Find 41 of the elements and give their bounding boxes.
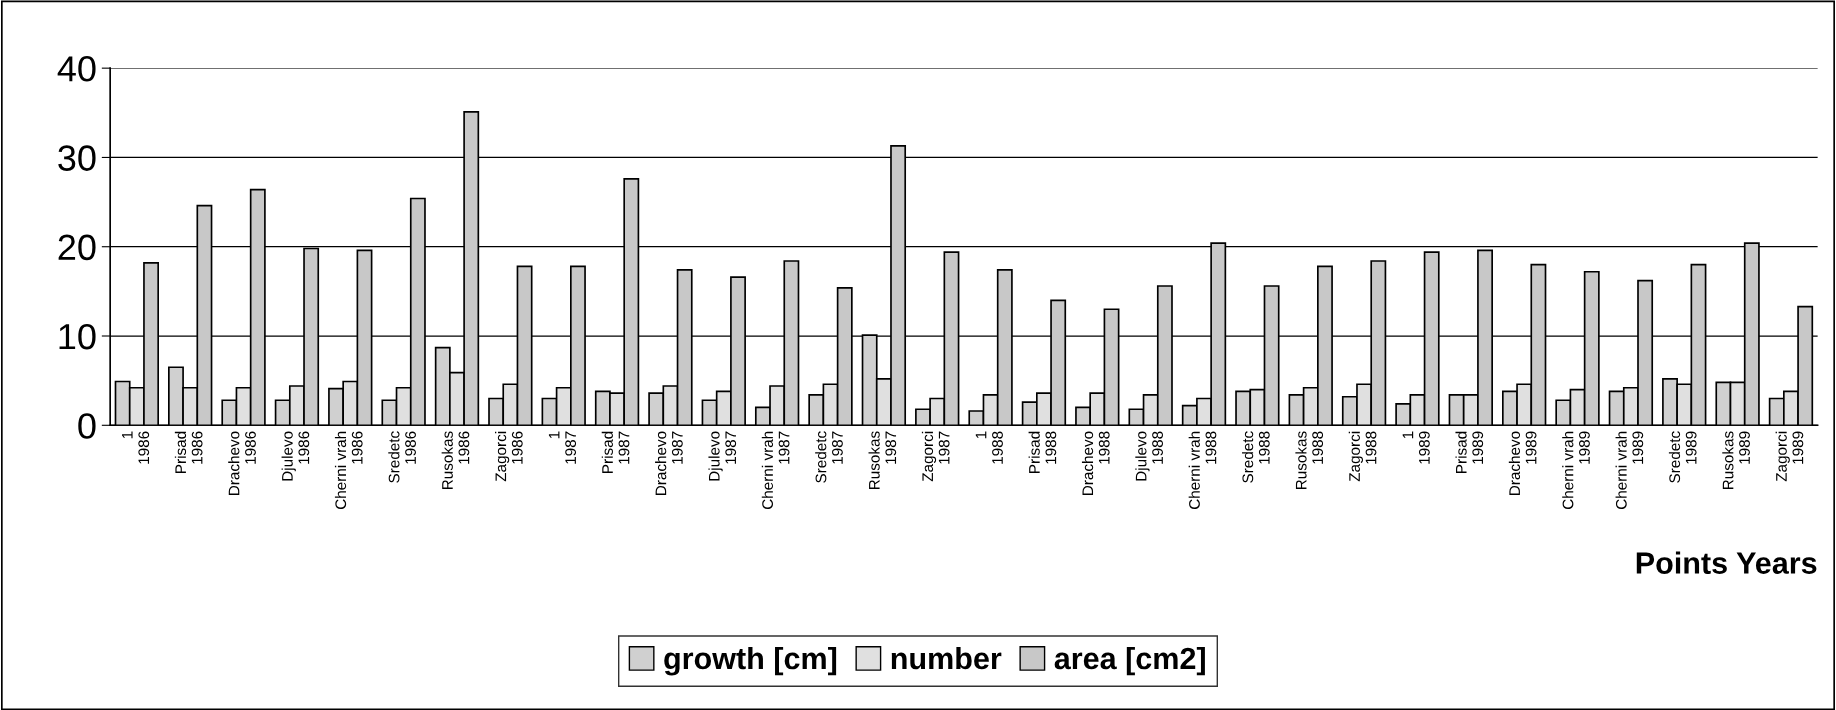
x-tick-label: Drachevo 1986	[228, 431, 256, 495]
x-tick-label: Djulevo 1988	[1135, 431, 1163, 481]
legend-label: area [cm2]	[1054, 646, 1205, 676]
x-tick-label: Prisad 1989	[1455, 431, 1484, 473]
x-tick-label: Cherni vrah 1989	[1562, 431, 1590, 510]
x-tick-label: Cherni vrah 1987	[761, 431, 790, 510]
y-tick-label: 40	[57, 56, 96, 82]
x-tick-label: Rusokas 1988	[1295, 431, 1324, 490]
x-tick-label: Zagorci 1988	[1348, 431, 1377, 482]
x-tick-label: Zagorci 1986	[495, 431, 523, 482]
x-tick-label: Drachevo 1988	[1081, 431, 1110, 495]
legend-label: number	[891, 646, 1002, 670]
x-tick-label: Prisad 1986	[174, 431, 203, 473]
x-tick-label: Sredetc 1986	[388, 431, 416, 483]
x-tick-label: Rusokas 1987	[868, 431, 897, 490]
x-tick-label: Prisad 1987	[601, 431, 630, 473]
x-tick-label: 1 1988	[975, 431, 1003, 464]
x-tick-label: 1 1989	[1402, 431, 1430, 464]
x-tick-label: Drachevo 1989	[1508, 431, 1537, 495]
x-tick-label: Djulevo 1986	[281, 431, 310, 481]
x-tick-label: Sredetc 1987	[815, 431, 843, 483]
x-tick-label: Sredetc 1988	[1242, 431, 1270, 483]
x-tick-label: Drachevo 1987	[655, 431, 683, 495]
x-tick-label: Sredetc 1989	[1668, 431, 1697, 483]
y-tick-label: 10	[59, 323, 96, 350]
x-tick-label: Zagorci 1987	[921, 431, 950, 482]
legend-label: growth [cm]	[664, 646, 837, 676]
x-tick-label: Prisad 1988	[1028, 431, 1057, 473]
x-tick-label: Cherni vrah 1986	[334, 431, 363, 510]
x-tick-label: Cherni vrah 1989	[1615, 431, 1644, 510]
x-tick-label: Rusokas 1989	[1722, 431, 1750, 490]
x-tick-label: Djulevo 1987	[708, 431, 737, 481]
x-tick-label: Rusokas 1986	[441, 431, 470, 490]
x-axis-title: Points Years	[1636, 551, 1817, 574]
y-tick-label: 30	[58, 145, 96, 171]
x-tick-label: 1 1987	[548, 431, 577, 464]
y-tick-label: 0	[78, 413, 96, 439]
x-tick-label: Cherni vrah 1988	[1188, 431, 1217, 510]
x-tick-label: Zagorci 1989	[1775, 431, 1804, 482]
x-tick-label: 1 1986	[122, 431, 150, 464]
y-tick-label: 20	[58, 234, 96, 261]
